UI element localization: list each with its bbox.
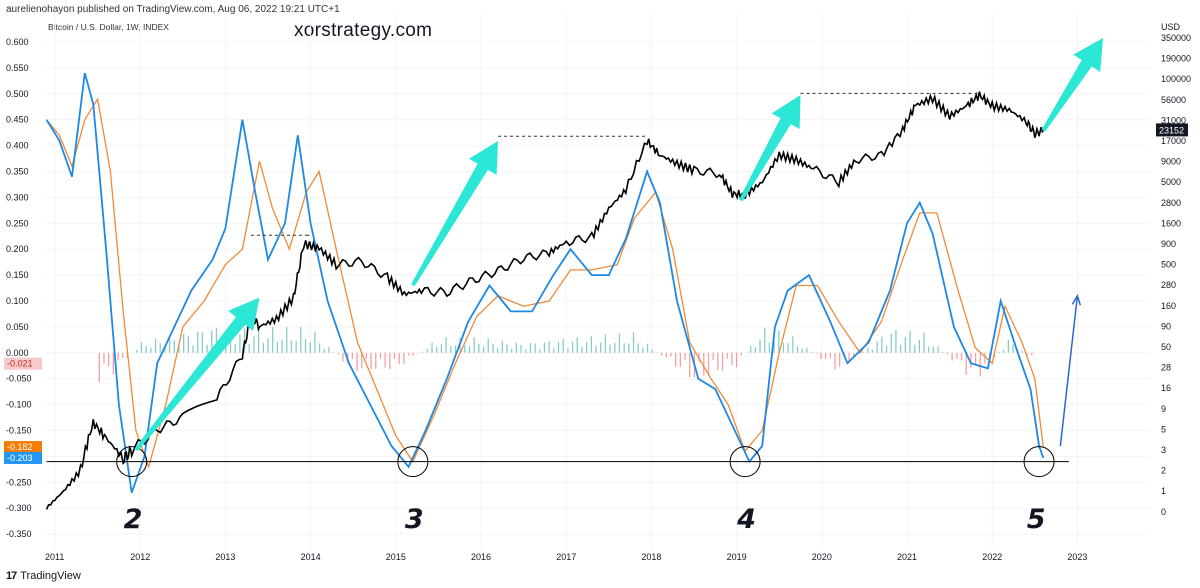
left-tick-label: 0.400 [6,141,29,151]
cycle-number-label: 2 [124,504,143,535]
x-tick-label: 2022 [982,552,1002,562]
right-tick-label: 160 [1161,301,1176,311]
x-tick-label: 2011 [45,552,64,562]
right-tick-label: 5 [1161,424,1166,434]
currency-label: USD [1161,22,1181,32]
left-tick-label: 0.150 [6,270,29,280]
tradingview-logo-icon: 17 [6,570,17,582]
right-tick-label: 50 [1161,342,1171,352]
signal-line [46,97,1044,469]
left-tick-label: 0.450 [6,115,29,125]
price-line [46,91,1044,510]
left-tick-label: 0.100 [6,296,29,306]
left-tick-label: 0.050 [6,322,29,332]
left-tick-label: -0.050 [6,374,32,384]
right-tick-label: 500 [1161,260,1176,270]
right-tick-label: 2 [1161,466,1166,476]
x-tick-label: 2019 [727,552,747,562]
left-tick-label: 0.200 [6,244,29,254]
right-tick-label: 9000 [1161,157,1181,167]
right-tick-label: 280 [1161,280,1176,290]
left-tick-label: -0.150 [6,426,32,436]
price-badge [1156,123,1188,137]
x-tick-label: 2014 [301,552,321,562]
left-tick-label: 0.500 [6,89,29,99]
left-tick-label: 0.550 [6,63,29,73]
right-tick-label: 190000 [1161,54,1191,64]
x-tick-label: 2021 [897,552,917,562]
tradingview-footer: 17 TradingView [6,570,81,582]
x-tick-label: 2013 [215,552,235,562]
right-tick-label: 2800 [1161,198,1181,208]
x-tick-label: 2012 [130,552,150,562]
right-tick-label: 16 [1161,383,1171,393]
oscillator-line [46,72,1045,493]
right-tick-label: 0 [1161,507,1166,517]
publisher-header: aurelienohayon published on TradingView.… [6,4,340,15]
value-badge [4,357,42,370]
left-tick-label: 0.250 [6,218,29,228]
cycle-number-label: 5 [1027,504,1046,535]
x-tick-label: 2017 [556,552,576,562]
right-tick-label: 900 [1161,239,1176,249]
right-tick-label: 28 [1161,363,1171,373]
right-tick-label: 90 [1161,321,1171,331]
cyan-projection-arrow [134,297,260,452]
x-tick-label: 2020 [812,552,832,562]
left-tick-label: 0.600 [6,37,29,47]
left-tick-label: -0.350 [6,529,32,539]
x-tick-label: 2023 [1067,552,1087,562]
value-badge-text: -0.203 [7,453,33,463]
right-tick-label: 1600 [1161,218,1181,228]
right-tick-label: 56000 [1161,95,1186,105]
left-tick-label: 0.000 [6,348,29,358]
left-tick-label: 0.300 [6,192,29,202]
x-tick-label: 2016 [471,552,491,562]
left-tick-label: -0.100 [6,400,32,410]
symbol-title: Bitcoin / U.S. Dollar, 1W, INDEX [48,22,169,32]
x-tick-label: 2018 [641,552,661,562]
value-badge-text: -0.182 [7,442,33,452]
left-tick-label: -0.250 [6,477,32,487]
right-tick-label: 3 [1161,445,1166,455]
right-tick-label: 17000 [1161,136,1186,146]
x-tick-label: 2015 [386,552,406,562]
cycle-number-label: 3 [405,504,424,535]
watermark-text: xorstrategy.com [294,20,433,41]
right-tick-label: 1 [1161,486,1166,496]
right-tick-label: 100000 [1161,74,1191,84]
blue-trend-arrow-head [1071,293,1082,306]
value-badge [4,441,42,454]
price-badge-text: 23152 [1159,125,1184,135]
cyan-projection-arrow [1041,38,1103,132]
blue-trend-arrow [1059,295,1079,447]
value-badge-text: -0.021 [7,359,33,369]
left-tick-label: -0.300 [6,503,32,513]
cyan-projection-arrow [739,95,801,202]
footer-brand: TradingView [20,570,81,582]
cycle-number-label: 4 [736,504,756,535]
value-badge [4,451,42,464]
right-tick-label: 31000 [1161,115,1186,125]
right-tick-label: 350000 [1161,33,1191,43]
right-tick-label: 5000 [1161,177,1181,187]
right-tick-label: 9 [1161,404,1166,414]
left-tick-label: 0.350 [6,167,29,177]
cyan-projection-arrow [411,141,498,287]
